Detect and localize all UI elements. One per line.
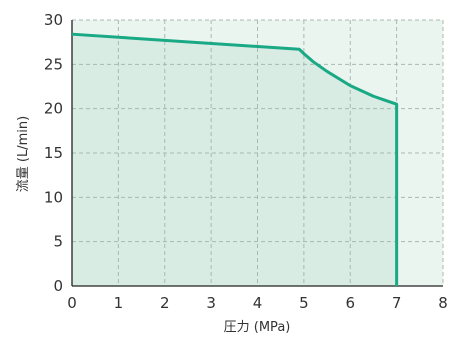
x-tick-label-2: 2 xyxy=(160,294,170,312)
x-tick-label-6: 6 xyxy=(345,294,355,312)
x-tick-labels: 0 1 2 3 4 5 6 7 8 xyxy=(67,294,448,312)
grid xyxy=(72,19,444,286)
x-tick-label-7: 7 xyxy=(392,294,402,312)
y-tick-label-4: 20 xyxy=(44,100,63,118)
x-tick-label-5: 5 xyxy=(299,294,309,312)
y-tick-label-0: 0 xyxy=(53,277,63,295)
x-tick-label-8: 8 xyxy=(438,294,448,312)
y-tick-label-6: 30 xyxy=(44,11,63,29)
area-fill xyxy=(72,34,397,286)
x-tick-label-0: 0 xyxy=(67,294,77,312)
y-tick-label-1: 5 xyxy=(53,233,63,251)
y-tick-labels: 0 5 10 15 20 25 30 xyxy=(44,11,63,295)
y-tick-label-3: 15 xyxy=(44,144,63,162)
y-tick-label-2: 10 xyxy=(44,188,63,206)
y-tick-label-5: 25 xyxy=(44,55,63,73)
x-axis-title: 圧力 (MPa) xyxy=(224,320,291,335)
series-line xyxy=(71,32,399,286)
x-tick-label-1: 1 xyxy=(114,294,124,312)
y-axis-title: 流量 (L/min) xyxy=(16,116,31,192)
axes xyxy=(71,20,443,287)
x-tick-label-4: 4 xyxy=(253,294,263,312)
x-tick-label-3: 3 xyxy=(206,294,216,312)
